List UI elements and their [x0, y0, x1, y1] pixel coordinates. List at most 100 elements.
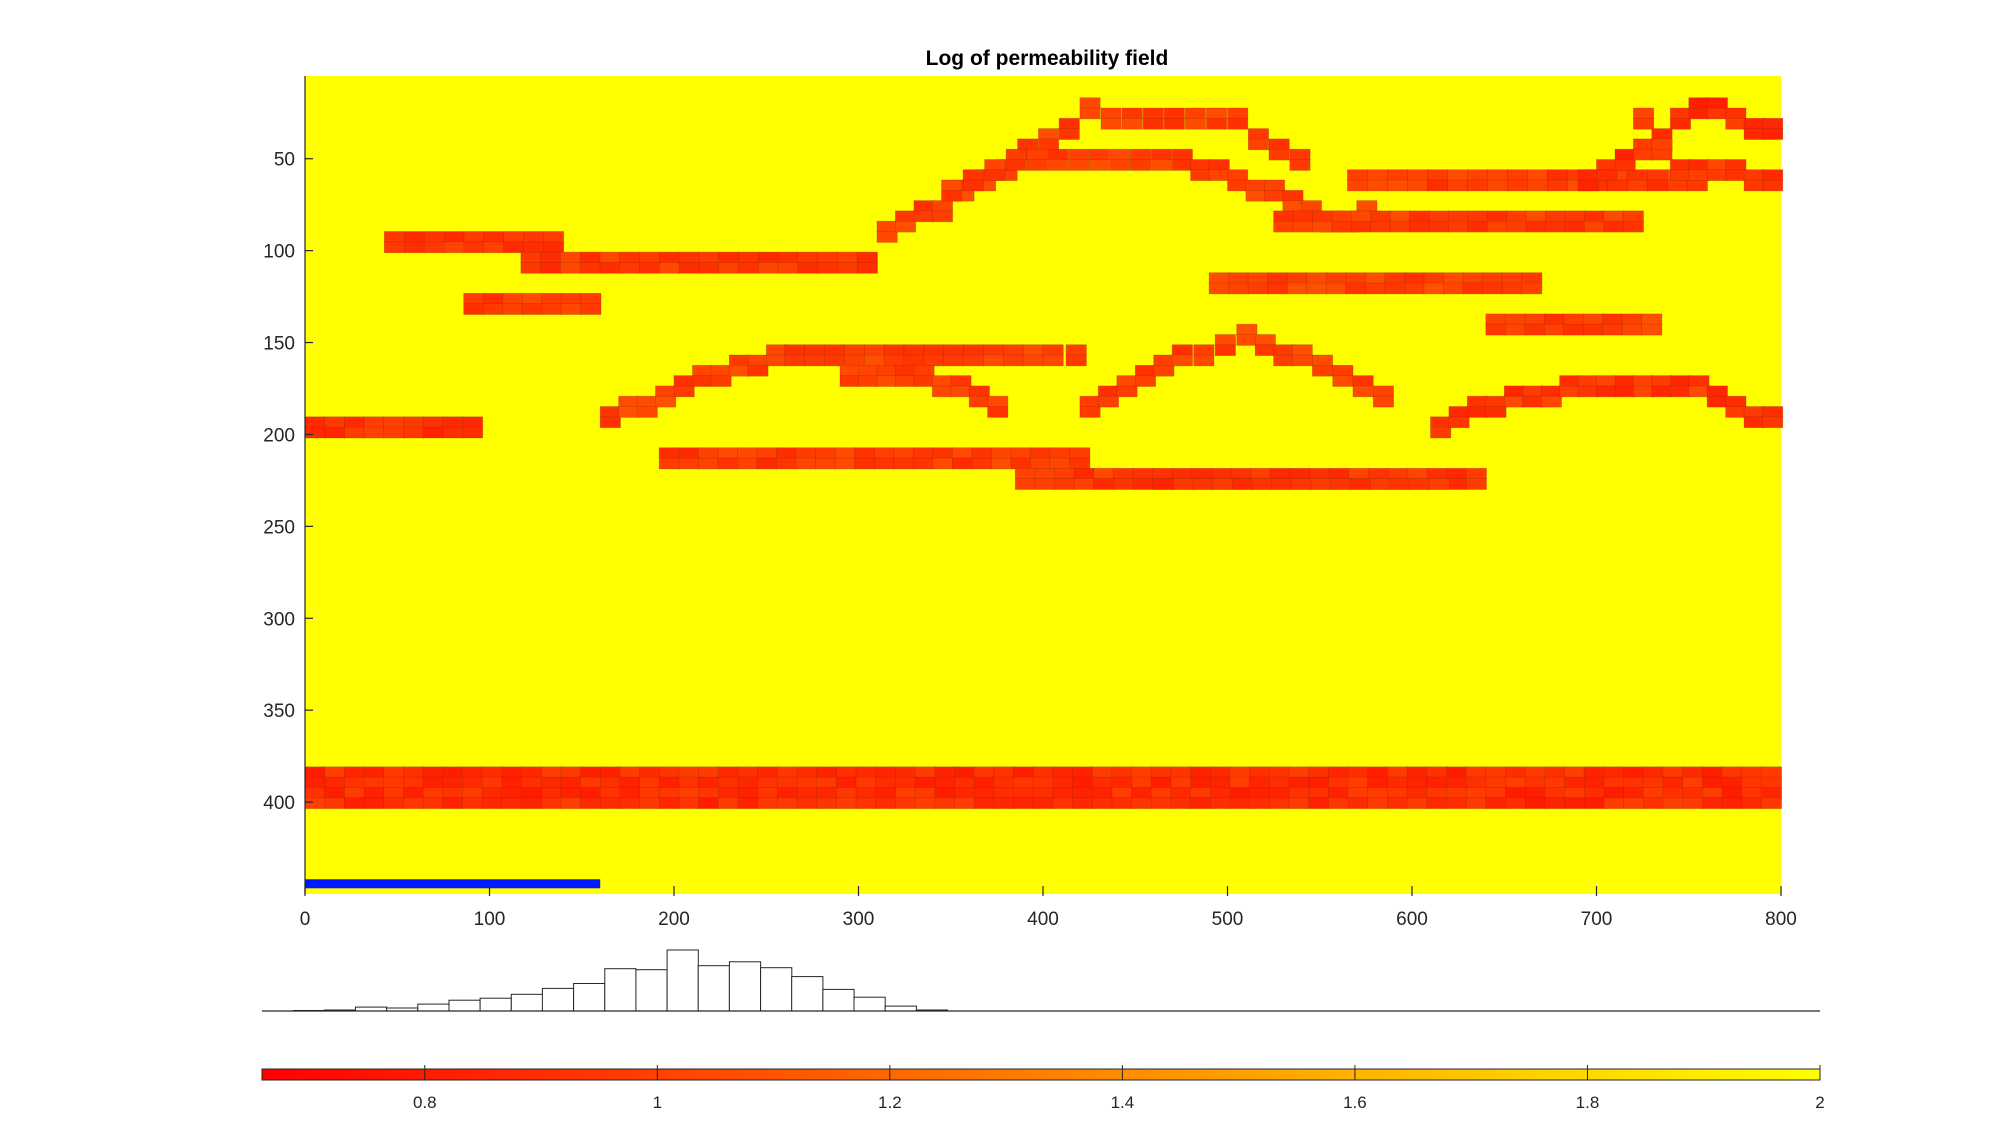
heatmap-cell [1524, 797, 1546, 809]
heatmap-cell [738, 262, 760, 274]
heatmap-cell [1384, 282, 1406, 295]
heatmap-cell [1524, 313, 1546, 326]
heatmap-cell [1232, 478, 1254, 490]
heatmap-cell [1190, 797, 1212, 809]
heatmap-cell [1682, 766, 1704, 779]
heatmap-cell [1079, 97, 1101, 109]
heatmap-cell [1760, 797, 1782, 809]
heatmap-cell [1268, 148, 1290, 161]
heatmap-cell [1088, 148, 1110, 161]
heatmap-cell [1426, 467, 1448, 480]
heatmap-cell [1662, 797, 1684, 809]
heatmap-cell [1289, 159, 1311, 171]
heatmap-cell [875, 787, 897, 799]
heatmap-cell [599, 776, 621, 789]
layer-layer-11 [1153, 478, 1450, 490]
heatmap-cell [1079, 107, 1101, 120]
heatmap-cell [1142, 117, 1164, 130]
heatmap-cell [1427, 169, 1449, 181]
heatmap-cell [1247, 128, 1269, 140]
heatmap-cell [1545, 210, 1567, 223]
heatmap-cell [1743, 128, 1765, 140]
heatmap-cell [1150, 776, 1172, 789]
heatmap-cell [1584, 210, 1606, 223]
heatmap-cell [1662, 776, 1684, 789]
histogram-bar [541, 987, 575, 1012]
heatmap-cell [1623, 766, 1645, 779]
heatmap-cell [1249, 797, 1271, 809]
heatmap-cell [521, 776, 543, 789]
colorbar: 0.8 1 1.2 1.4 1.6 1.8 2 [261, 1065, 1825, 1112]
heatmap-cell [1173, 478, 1195, 490]
heatmap-cell [462, 416, 484, 429]
heatmap-cell [854, 457, 876, 470]
heatmap-cell [1038, 128, 1060, 140]
heatmap-cell [1462, 272, 1484, 284]
heatmap-cell [1762, 117, 1784, 130]
heatmap-cell [1227, 117, 1249, 130]
heatmap-cell [599, 406, 621, 418]
heatmap-cell [1669, 169, 1691, 181]
heatmap-cell [1466, 179, 1488, 192]
colorbar-tick-label: 2 [1815, 1093, 1824, 1112]
heatmap-cell [1264, 179, 1286, 192]
heatmap-cell [765, 344, 787, 356]
heatmap-cell [757, 262, 779, 274]
heatmap-cell [1642, 797, 1664, 809]
heatmap-cell [883, 344, 905, 356]
heatmap-cell [1721, 766, 1743, 779]
heatmap-cell [993, 766, 1015, 779]
heatmap-cell [1264, 189, 1286, 202]
histogram-bar [884, 1005, 917, 1012]
heatmap-cell [816, 766, 838, 779]
histogram-bar [635, 969, 668, 1012]
heatmap-cell [875, 766, 897, 779]
heatmap-cell [973, 797, 995, 809]
heatmap-cell [1142, 107, 1164, 120]
heatmap-cell [599, 766, 621, 779]
heatmap-cell [1350, 210, 1372, 223]
heatmap-cell [873, 447, 895, 459]
heatmap-cell [1247, 272, 1269, 284]
heatmap-cell [1308, 787, 1330, 799]
heatmap-cell [1072, 787, 1094, 799]
heatmap-cell [1447, 179, 1469, 192]
heatmap-cell [777, 251, 799, 264]
heatmap-cell [836, 776, 858, 789]
heatmap-cell [1013, 776, 1035, 789]
heatmap-cell [1291, 354, 1313, 367]
heatmap-cell [560, 251, 582, 264]
heatmap-cell [1577, 375, 1599, 387]
heatmap-cell [1049, 447, 1071, 459]
heatmap-cell [1068, 159, 1090, 171]
heatmap-cell [1563, 313, 1585, 326]
heatmap-cell [521, 797, 543, 809]
heatmap-cell [1642, 766, 1664, 779]
heatmap-cell [1130, 159, 1152, 171]
heatmap-cell [482, 303, 504, 315]
heatmap-cell [1191, 467, 1213, 480]
heatmap-cell [993, 797, 1015, 809]
heatmap-cell [1093, 467, 1115, 480]
heatmap-cell [941, 179, 963, 192]
heatmap-cell [1049, 457, 1071, 470]
heatmap-cell [655, 395, 677, 408]
heatmap-cell [1743, 416, 1765, 429]
heatmap-cell [1446, 467, 1468, 480]
heatmap-cell [1563, 323, 1585, 336]
heatmap-cell [344, 416, 366, 429]
heatmap-cell [1022, 344, 1044, 356]
heatmap-cell [893, 457, 915, 470]
heatmap-cell [1288, 797, 1310, 809]
heatmap-cell [1606, 179, 1628, 192]
heatmap-cell [422, 766, 444, 779]
heatmap-cell [1091, 787, 1113, 799]
heatmap-cell [639, 787, 661, 799]
heatmap-cell [1540, 385, 1562, 398]
heatmap-cell [521, 766, 543, 779]
heatmap-cell [1065, 344, 1087, 356]
heatmap-cell [655, 385, 677, 398]
heatmap-cell [422, 787, 444, 799]
heatmap-cell [1131, 787, 1153, 799]
heatmap-cell [678, 447, 700, 459]
